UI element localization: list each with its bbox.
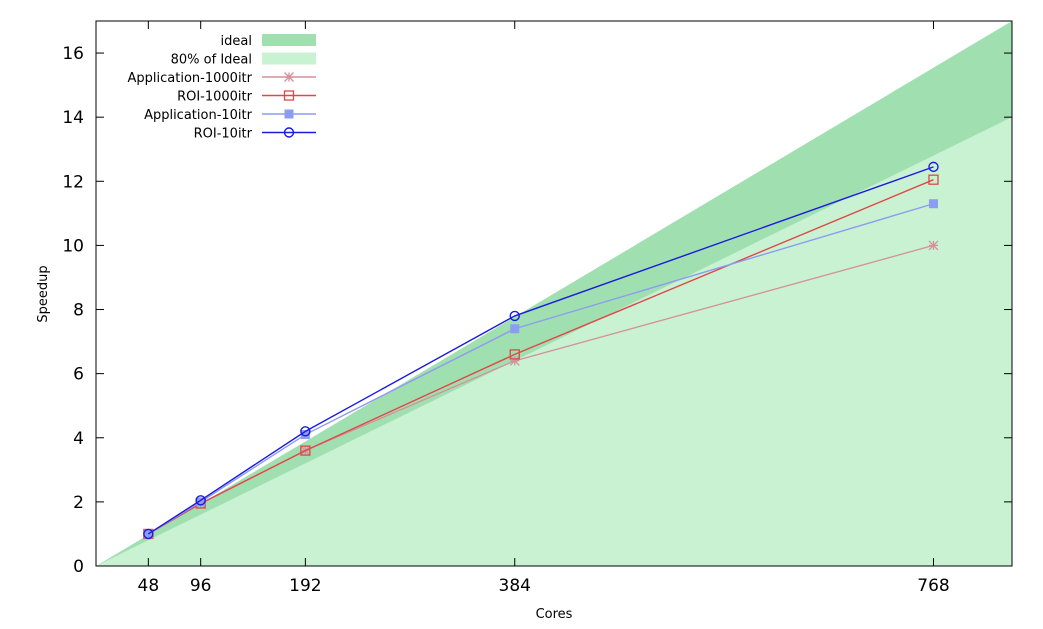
legend-label: Application-10itr [144,108,253,123]
legend-label: ideal [221,34,252,49]
legend-marker [283,90,295,101]
legend-marker [283,127,295,138]
legend-label: Application-1000itr [128,71,253,86]
x-tick-label: 192 [289,576,321,596]
y-tick-label: 12 [62,172,84,192]
bands-layer [96,21,1012,566]
data-point [195,495,206,506]
legend-label: ROI-1000itr [177,90,253,105]
legend-marker [284,109,294,119]
y-tick-label: 2 [73,493,84,513]
data-point [196,497,206,507]
legend-entry: Application-1000itr [128,71,316,86]
data-point [928,174,939,185]
x-tick-label: 96 [190,576,212,596]
data-point [510,324,520,334]
data-point [928,161,939,173]
y-tick-label: 16 [62,44,84,64]
legend-swatch [262,52,316,65]
y-tick-label: 6 [73,365,84,385]
data-point [300,426,311,437]
y-tick-label: 4 [73,429,84,449]
legend-entry: ROI-10itr [194,127,316,142]
legend-label: ROI-10itr [194,127,253,142]
data-point [300,430,310,440]
band-ideal [96,21,1012,566]
y-tick-label: 0 [73,557,84,577]
legend-marker [284,72,294,82]
x-tick-label: 48 [138,576,160,596]
legend-entry: ideal [221,34,316,49]
y-axis-label: Speedup [36,265,51,322]
legend-entry: ROI-1000itr [177,90,316,105]
y-tick-label: 8 [73,301,84,321]
y-tick-label: 14 [62,108,84,128]
data-point [509,349,520,360]
data-point [928,199,938,209]
x-axis-label: Cores [536,607,573,622]
x-tick-label: 768 [917,576,949,596]
data-point [143,528,154,540]
series-roi-10itr [143,161,939,540]
legend-entry: Application-10itr [144,108,316,123]
legend: ideal 80% of Ideal Application-1000itr ROI-… [128,34,316,142]
data-point [509,355,520,366]
series-layer [143,161,939,540]
legend-label: 80% of Ideal [171,53,252,68]
data-point [928,240,939,251]
plot-frame [95,20,1013,567]
data-point [300,445,311,456]
legend-entry: 80% of Ideal [171,52,316,68]
series-line [147,179,934,535]
series-line [147,166,934,535]
data-point [509,310,520,322]
x-tick-label: 384 [499,576,531,596]
legend-swatch [262,34,316,46]
ticks-layer: 0 2 4 6 8 10 12 14 16 48 96 192 384 768 [62,21,1012,596]
y-tick-label: 10 [62,236,84,256]
